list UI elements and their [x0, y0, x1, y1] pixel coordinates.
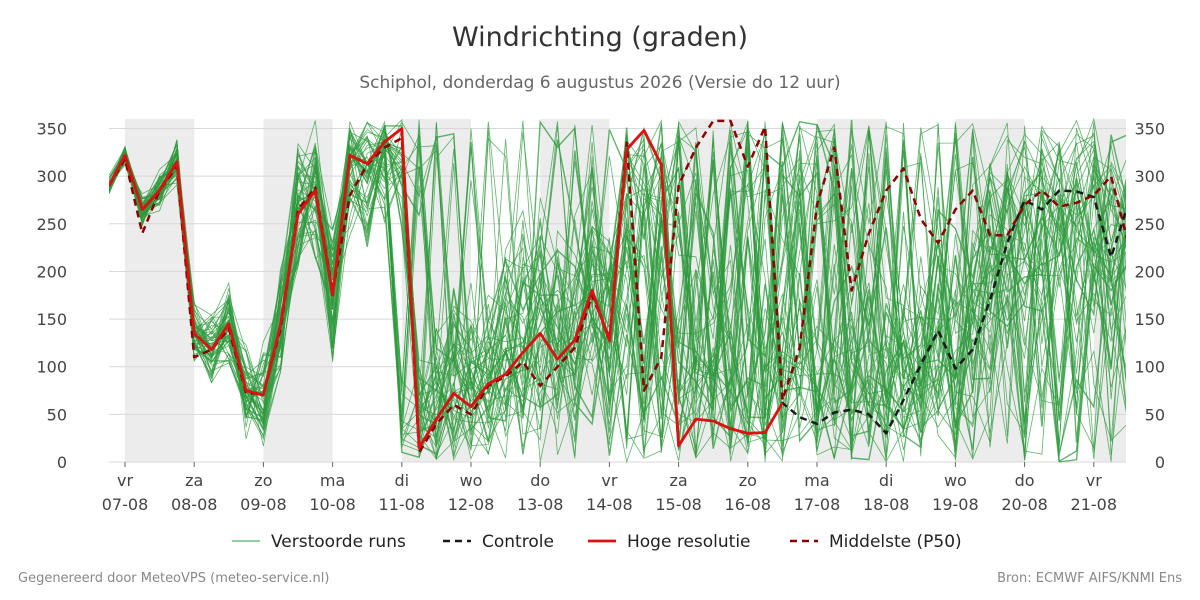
y-tick-label: 150	[36, 310, 67, 329]
x-tick-day: zo	[739, 471, 757, 490]
y-tick-label: 0	[57, 453, 67, 472]
x-axis: vr 07-08 za 08-08 zo 09-08 ma 10-08 di 11-08 wo 12-…	[102, 462, 1117, 514]
high-res-line	[109, 127, 784, 450]
x-tick-day: di	[879, 471, 894, 490]
y-tick-label: 300	[36, 167, 67, 186]
y-tick-label: 100	[1134, 358, 1165, 377]
x-tick-day: zo	[254, 471, 272, 490]
legend: Verstoorde runs Controle Hoge resolutie Mid…	[232, 532, 962, 552]
ensemble-run-line	[109, 132, 1126, 448]
x-tick-day: vr	[601, 471, 617, 490]
y-tick-label: 50	[47, 405, 67, 424]
x-tick-date: 10-08	[309, 495, 356, 514]
x-tick-date: 18-08	[863, 495, 910, 514]
x-tick-day: ma	[320, 471, 345, 490]
x-tick-day: do	[530, 471, 550, 490]
legend-label-control: Controle	[482, 532, 554, 552]
x-tick-day: wo	[944, 471, 967, 490]
day-band	[125, 119, 195, 462]
y-axis-left: 0 50 100 150 200 250 300 350	[36, 120, 67, 472]
y-tick-label: 200	[1134, 262, 1165, 281]
y-tick-label: 100	[36, 358, 67, 377]
chart-title: Windrichting (graden)	[451, 22, 749, 53]
y-tick-label: 250	[1134, 215, 1165, 234]
y-axis-right: 0 50 100 150 200 250 300 350	[1134, 120, 1165, 472]
x-tick-date: 20-08	[1001, 495, 1048, 514]
chart-subtitle: Schiphol, donderdag 6 augustus 2026 (Ver…	[359, 73, 841, 93]
y-tick-label: 300	[1134, 167, 1165, 186]
x-tick-day: do	[1015, 471, 1035, 490]
x-tick-date: 12-08	[448, 495, 495, 514]
x-tick-day: za	[185, 471, 203, 490]
ensemble-run-line	[109, 122, 1126, 455]
y-tick-label: 250	[36, 215, 67, 234]
day-band	[263, 119, 333, 462]
legend-label-ensemble: Verstoorde runs	[271, 532, 406, 552]
x-tick-date: 11-08	[379, 495, 426, 514]
main-series	[109, 119, 1126, 454]
ensemble-run-line	[109, 124, 1126, 431]
x-tick-date: 19-08	[932, 495, 979, 514]
x-tick-date: 21-08	[1071, 495, 1118, 514]
x-tick-date: 17-08	[794, 495, 841, 514]
x-tick-date: 07-08	[102, 495, 149, 514]
x-tick-day: vr	[1086, 471, 1102, 490]
ensemble-run-line	[109, 119, 1126, 444]
x-tick-date: 08-08	[171, 495, 218, 514]
ensemble-run-line	[109, 122, 1126, 460]
y-tick-label: 350	[1134, 120, 1165, 139]
x-tick-date: 16-08	[725, 495, 772, 514]
x-tick-day: wo	[460, 471, 483, 490]
x-tick-day: vr	[117, 471, 133, 490]
y-tick-label: 200	[36, 262, 67, 281]
y-tick-label: 350	[36, 120, 67, 139]
x-tick-date: 09-08	[240, 495, 287, 514]
x-tick-day: di	[394, 471, 409, 490]
x-tick-date: 14-08	[586, 495, 633, 514]
x-tick-day: za	[669, 471, 687, 490]
x-tick-day: ma	[804, 471, 829, 490]
y-tick-label: 0	[1155, 453, 1165, 472]
y-tick-label: 50	[1145, 405, 1165, 424]
footer-generator: Gegenereerd door MeteoVPS (meteo-service…	[18, 571, 330, 586]
ensemble-run-line	[109, 124, 1126, 455]
y-tick-label: 150	[1134, 310, 1165, 329]
legend-label-median: Middelste (P50)	[829, 532, 962, 552]
x-tick-date: 15-08	[655, 495, 702, 514]
ensemble-run-line	[109, 127, 1126, 459]
legend-label-high_res: Hoge resolutie	[627, 532, 751, 552]
footer-source: Bron: ECMWF AIFS/KNMI Ens	[997, 571, 1182, 586]
x-tick-date: 13-08	[517, 495, 564, 514]
